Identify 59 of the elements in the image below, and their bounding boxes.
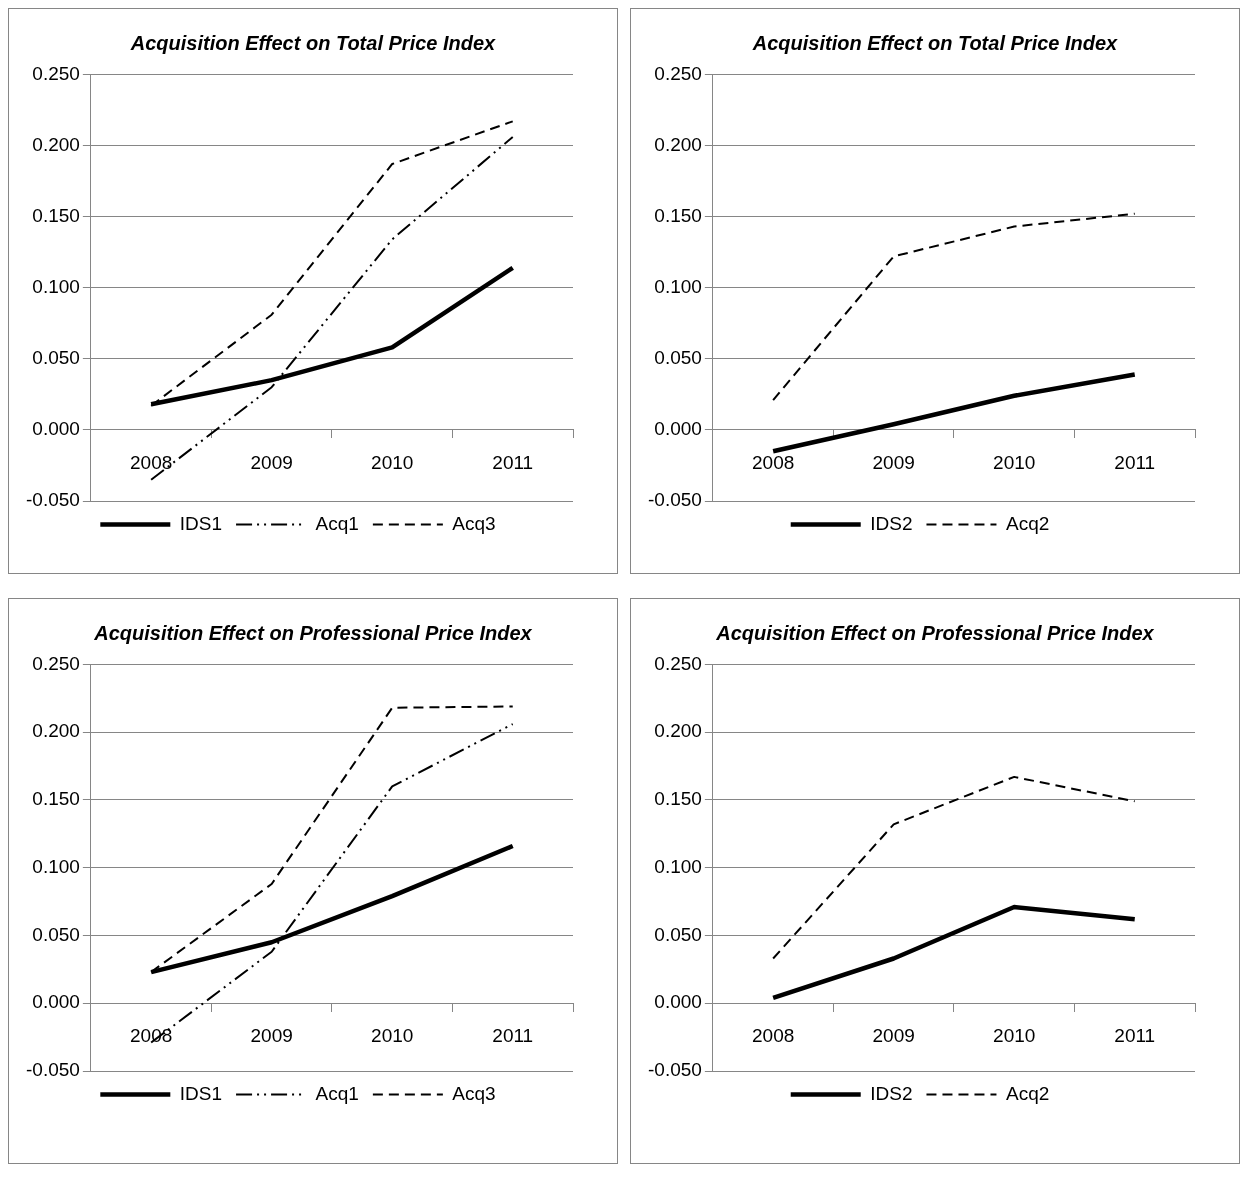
y-tick-label: 0.050	[654, 347, 702, 369]
line-series	[772, 212, 1136, 402]
y-tick-label: -0.050	[26, 1059, 80, 1081]
y-tick-label: 0.250	[654, 62, 702, 84]
y-tick-label: 0.200	[32, 133, 80, 155]
y-tick-label: 0.000	[654, 418, 702, 440]
y-tick-label: 0.050	[32, 923, 80, 945]
y-tick-label: -0.050	[26, 489, 80, 511]
x-tick-label: 2008	[752, 451, 795, 473]
y-tick-label: 0.050	[32, 347, 80, 369]
line-series	[772, 775, 1136, 960]
y-tick-label: 0.100	[654, 275, 702, 297]
legend-label: Acq3	[452, 1082, 496, 1104]
y-tick-label: 0.250	[32, 62, 80, 84]
x-tick-label: 2010	[993, 451, 1036, 473]
y-tick-label: 0.000	[654, 991, 702, 1013]
y-tick-label: 0.050	[654, 923, 702, 945]
x-tick-label: 2011	[492, 1024, 534, 1046]
legend-label: IDS2	[870, 1082, 913, 1104]
legend-label: Acq2	[1005, 512, 1050, 534]
y-tick-label: 0.250	[32, 652, 80, 674]
y-tick-label: 0.000	[32, 991, 80, 1013]
y-tick-label: 0.100	[32, 855, 80, 877]
y-tick-label: 0.200	[654, 133, 702, 155]
chart-title: Acquisition Effect on Professional Price Index	[715, 621, 1155, 646]
x-tick-label: 2008	[130, 451, 173, 473]
x-tick-label: 2010	[371, 451, 414, 473]
legend-label: Acq1	[315, 1082, 359, 1104]
x-tick-label: 2009	[872, 451, 915, 473]
legend-label: Acq3	[452, 512, 496, 534]
x-tick-label: 2010	[371, 1024, 414, 1046]
x-tick-label: 2009	[250, 1024, 293, 1046]
y-tick-label: 0.000	[32, 418, 80, 440]
x-tick-label: 2011	[1114, 1024, 1156, 1046]
x-tick-label: 2009	[250, 451, 293, 473]
y-tick-label: -0.050	[648, 1059, 702, 1081]
y-tick-label: 0.150	[32, 204, 80, 226]
y-tick-label: 0.100	[654, 855, 702, 877]
legend-label: IDS2	[870, 512, 913, 534]
y-tick-label: 0.150	[654, 788, 702, 810]
legend-label: IDS1	[179, 1082, 223, 1104]
y-tick-label: 0.200	[32, 720, 80, 742]
y-tick-label: 0.100	[32, 275, 80, 297]
chart-title: Acquisition Effect on Professional Price Index	[93, 621, 533, 646]
chart-title: Acquisition Effect on Total Price Index	[751, 31, 1119, 56]
y-tick-label: 0.200	[654, 720, 702, 742]
y-tick-label: 0.150	[32, 788, 80, 810]
x-tick-label: 2009	[872, 1024, 915, 1046]
y-tick-label: -0.050	[648, 489, 702, 511]
chart-title: Acquisition Effect on Total Price Index	[129, 31, 497, 56]
legend-label: IDS1	[179, 512, 223, 534]
x-tick-label: 2010	[993, 1024, 1036, 1046]
legend-label: Acq2	[1005, 1082, 1050, 1104]
x-tick-label: 2011	[1114, 451, 1156, 473]
legend-label: Acq1	[315, 512, 359, 534]
y-tick-label: 0.150	[654, 204, 702, 226]
x-tick-label: 2008	[752, 1024, 795, 1046]
y-tick-label: 0.250	[654, 652, 702, 674]
x-tick-label: 2011	[492, 451, 534, 473]
